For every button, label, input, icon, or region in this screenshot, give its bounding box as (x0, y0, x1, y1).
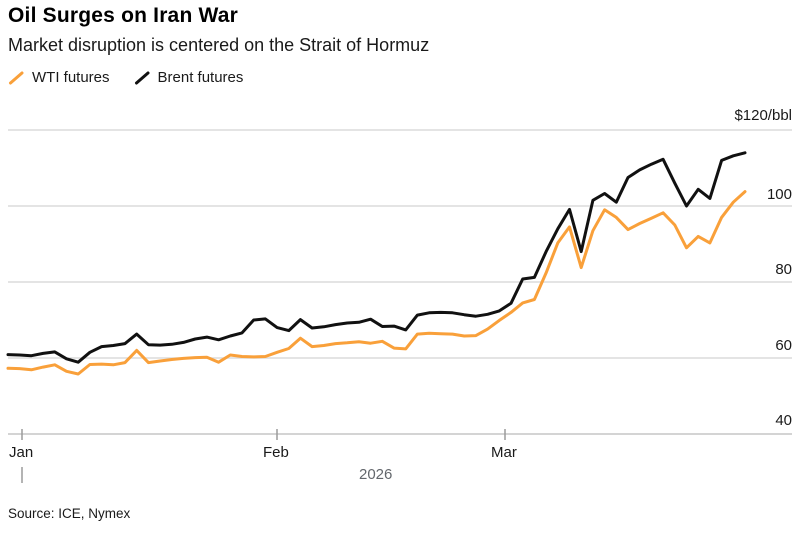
page-title: Oil Surges on Iran War (8, 4, 238, 27)
wti-line (6, 190, 747, 376)
chart-legend: WTI futures Brent futures (8, 69, 243, 86)
y-axis-label-120: $120/bbl (734, 107, 792, 124)
y-axis-label-80: 80 (775, 261, 792, 278)
brent-slash-swatch-icon (134, 71, 150, 84)
y-axis-label-60: 60 (775, 337, 792, 354)
x-axis-label-mar: Mar (491, 444, 517, 461)
legend-item-wti: WTI futures (8, 69, 110, 86)
y-axis-label-100: 100 (766, 186, 792, 203)
legend-label-wti: WTI futures (32, 69, 110, 86)
legend-label-brent: Brent futures (157, 69, 244, 86)
wti-slash-swatch-icon (9, 71, 24, 84)
legend-item-brent: Brent futures (134, 69, 244, 86)
chart-subtitle: Market disruption is centered on the Str… (8, 35, 430, 55)
x-axis-label-jan: Jan (9, 444, 34, 461)
source-note: Source: ICE, Nymex (8, 506, 131, 521)
brent-line (6, 151, 747, 364)
x-axis-label-feb: Feb (263, 444, 289, 461)
y-axis-label-40: 40 (775, 412, 792, 429)
x-axis-year-label: 2026 (359, 466, 393, 483)
